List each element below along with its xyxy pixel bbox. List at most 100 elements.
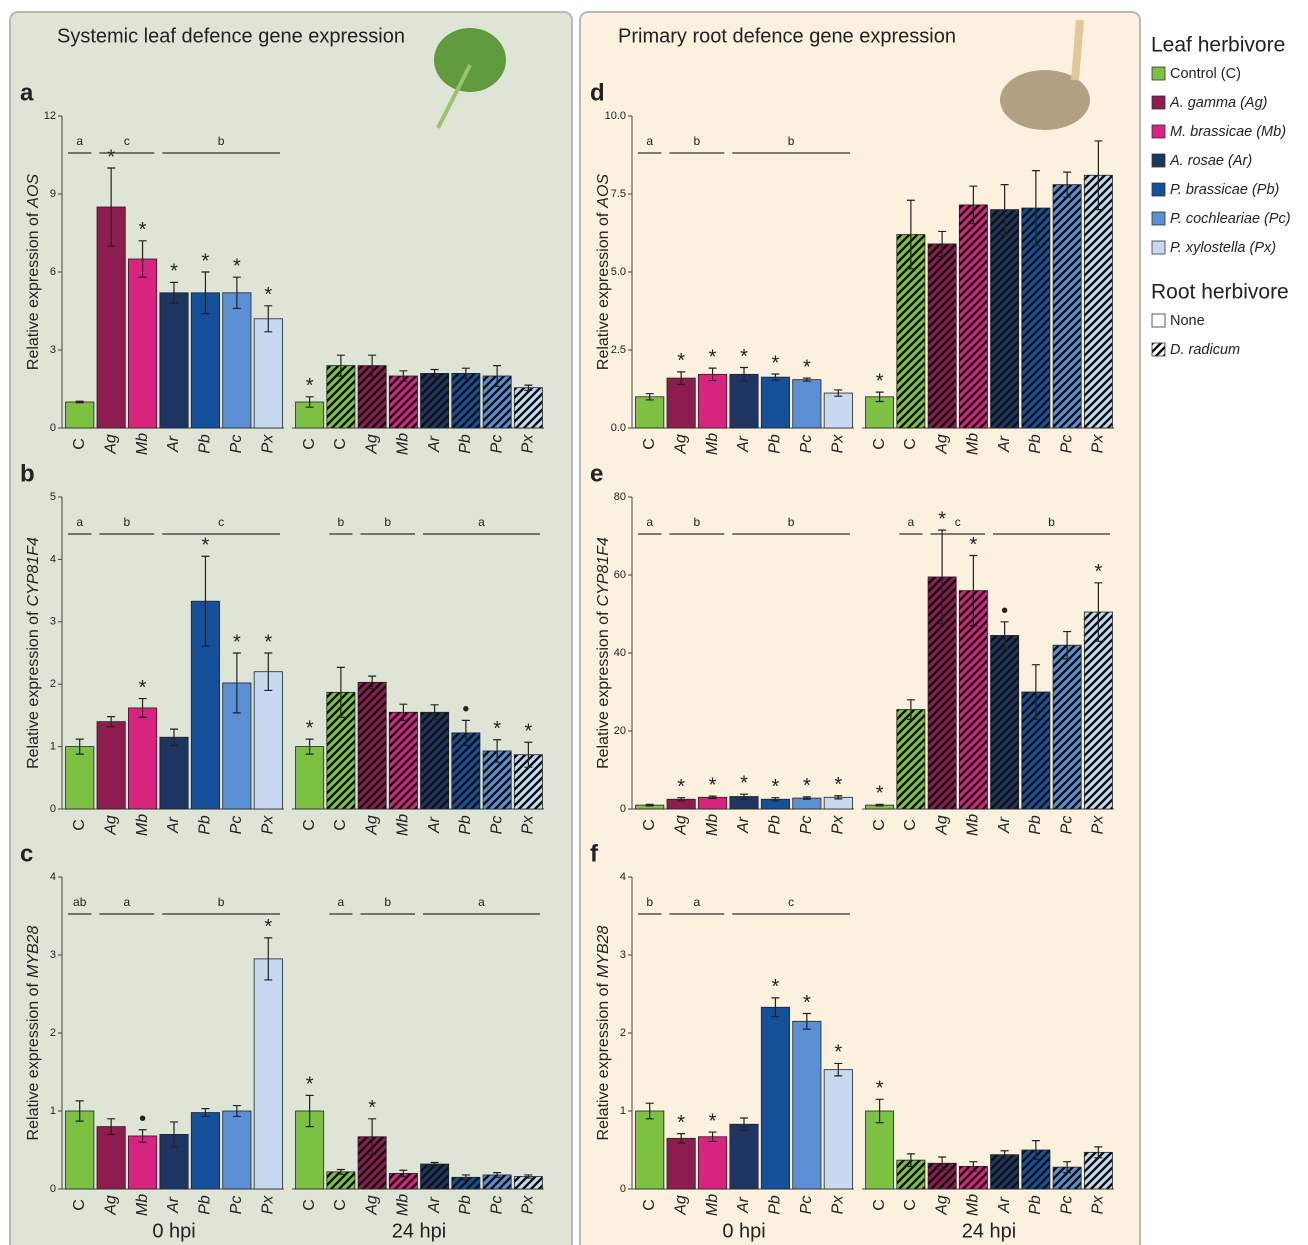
y-tick-label: 9 — [50, 188, 56, 200]
x-tick-label: Mb — [395, 433, 412, 455]
bar — [1053, 185, 1081, 428]
y-tick-label: 3 — [50, 616, 56, 628]
y-tick-label: 3 — [620, 949, 626, 961]
letter-label: a — [338, 895, 345, 909]
significance-mark: * — [139, 219, 147, 241]
x-tick-label: Mb — [704, 814, 721, 836]
y-tick-label: 60 — [614, 569, 626, 581]
significance-mark: * — [876, 370, 884, 392]
x-tick-label: Px — [830, 1195, 847, 1215]
letter-label: b — [338, 515, 345, 529]
x-tick-label: Pb — [1027, 434, 1044, 454]
significance-mark: * — [233, 631, 241, 653]
x-tick-label: Ar — [996, 435, 1013, 453]
y-tick-label: 5 — [50, 491, 56, 503]
y-tick-label: 5.0 — [611, 266, 626, 278]
y-axis-label-gene: CYP81F4 — [595, 537, 612, 606]
bar — [730, 1124, 758, 1189]
x-tick-label: Ar — [426, 816, 443, 834]
legend-swatch — [1152, 343, 1165, 356]
y-axis-label-text: Relative expression of — [595, 611, 612, 769]
legend-swatch — [1152, 241, 1165, 254]
significance-mark: * — [1094, 561, 1102, 583]
x-tick-label: Mb — [134, 814, 151, 836]
legend-label: D. radicum — [1170, 342, 1240, 358]
x-tick-label: C — [301, 438, 318, 450]
x-tick-label: Pc — [1058, 1196, 1075, 1215]
significance-mark: * — [264, 916, 272, 938]
legend-swatch — [1152, 314, 1165, 327]
letter-label: a — [478, 515, 485, 529]
x-tick-label: Ag — [672, 1195, 689, 1216]
bar — [698, 374, 726, 428]
legend-label: P. cochleariae (Pc) — [1170, 211, 1291, 227]
x-tick-label: Pc — [798, 435, 815, 454]
significance-mark: * — [834, 1042, 842, 1064]
panel-letter: b — [20, 460, 35, 487]
significance-mark: * — [834, 774, 842, 796]
y-axis-label-text: Relative expression of — [595, 212, 612, 370]
y-tick-label: 40 — [614, 647, 626, 659]
letter-label: b — [646, 895, 653, 909]
x-tick-label: C — [332, 438, 349, 450]
x-tick-label: Ar — [165, 1196, 182, 1214]
bar — [824, 1070, 852, 1189]
letter-label: c — [788, 895, 794, 909]
bar — [389, 712, 417, 809]
bar — [761, 377, 789, 428]
bar — [991, 210, 1019, 428]
legend-title: Root herbivore — [1151, 281, 1289, 304]
bar — [421, 1164, 449, 1189]
x-tick-label: Ag — [363, 815, 380, 836]
significance-mark: * — [803, 992, 811, 1014]
group-label: 0 hpi — [152, 1220, 195, 1242]
x-tick-label: Ag — [102, 1195, 119, 1216]
significance-mark: • — [462, 699, 469, 721]
x-tick-label: Pc — [228, 435, 245, 454]
x-tick-label: Pb — [457, 1195, 474, 1215]
x-tick-label: C — [871, 819, 888, 831]
bar — [667, 378, 695, 428]
x-tick-label: C — [301, 819, 318, 831]
y-axis-label: Relative expression ofMYB28 — [25, 925, 42, 1140]
letter-label: c — [218, 515, 224, 529]
y-axis-label: Relative expression ofAOS — [25, 174, 42, 371]
bar — [636, 1111, 664, 1189]
significance-mark: * — [202, 535, 210, 557]
x-tick-label: Ar — [996, 1196, 1013, 1214]
y-axis-label-text: Relative expression of — [25, 982, 42, 1140]
bar — [191, 1113, 219, 1189]
legend-label: M. brassicae (Mb) — [1170, 124, 1286, 140]
bar — [793, 380, 821, 428]
x-tick-label: Pb — [457, 434, 474, 454]
y-tick-label: 4 — [50, 553, 56, 565]
significance-mark: * — [524, 721, 532, 743]
x-tick-label: Pc — [488, 435, 505, 454]
figure: Systemic leaf defence gene expression Pr… — [0, 0, 1308, 1245]
x-tick-label: Ag — [933, 815, 950, 836]
letter-label: b — [788, 515, 795, 529]
y-axis-label-text: Relative expression of — [25, 611, 42, 769]
x-tick-label: Pb — [197, 1195, 214, 1215]
bar — [254, 319, 282, 428]
y-tick-label: 80 — [614, 491, 626, 503]
y-tick-label: 6 — [50, 266, 56, 278]
y-tick-label: 0 — [620, 1183, 626, 1195]
x-tick-label: Pb — [457, 815, 474, 835]
x-tick-label: Mb — [965, 814, 982, 836]
significance-mark: * — [170, 261, 178, 283]
x-tick-label: Ar — [426, 435, 443, 453]
y-tick-label: 20 — [614, 725, 626, 737]
significance-mark: * — [772, 352, 780, 374]
significance-mark: • — [1001, 600, 1008, 622]
y-tick-label: 1 — [620, 1105, 626, 1117]
bar — [97, 1127, 125, 1189]
y-axis-label: Relative expression of CYP81F4 — [595, 537, 612, 769]
y-tick-label: 1 — [50, 741, 56, 753]
significance-mark: * — [709, 346, 717, 368]
letter-label: b — [694, 515, 701, 529]
x-tick-label: Px — [830, 815, 847, 835]
x-tick-label: Pc — [488, 816, 505, 835]
letter-label: b — [694, 134, 701, 148]
x-tick-label: Pc — [228, 816, 245, 835]
